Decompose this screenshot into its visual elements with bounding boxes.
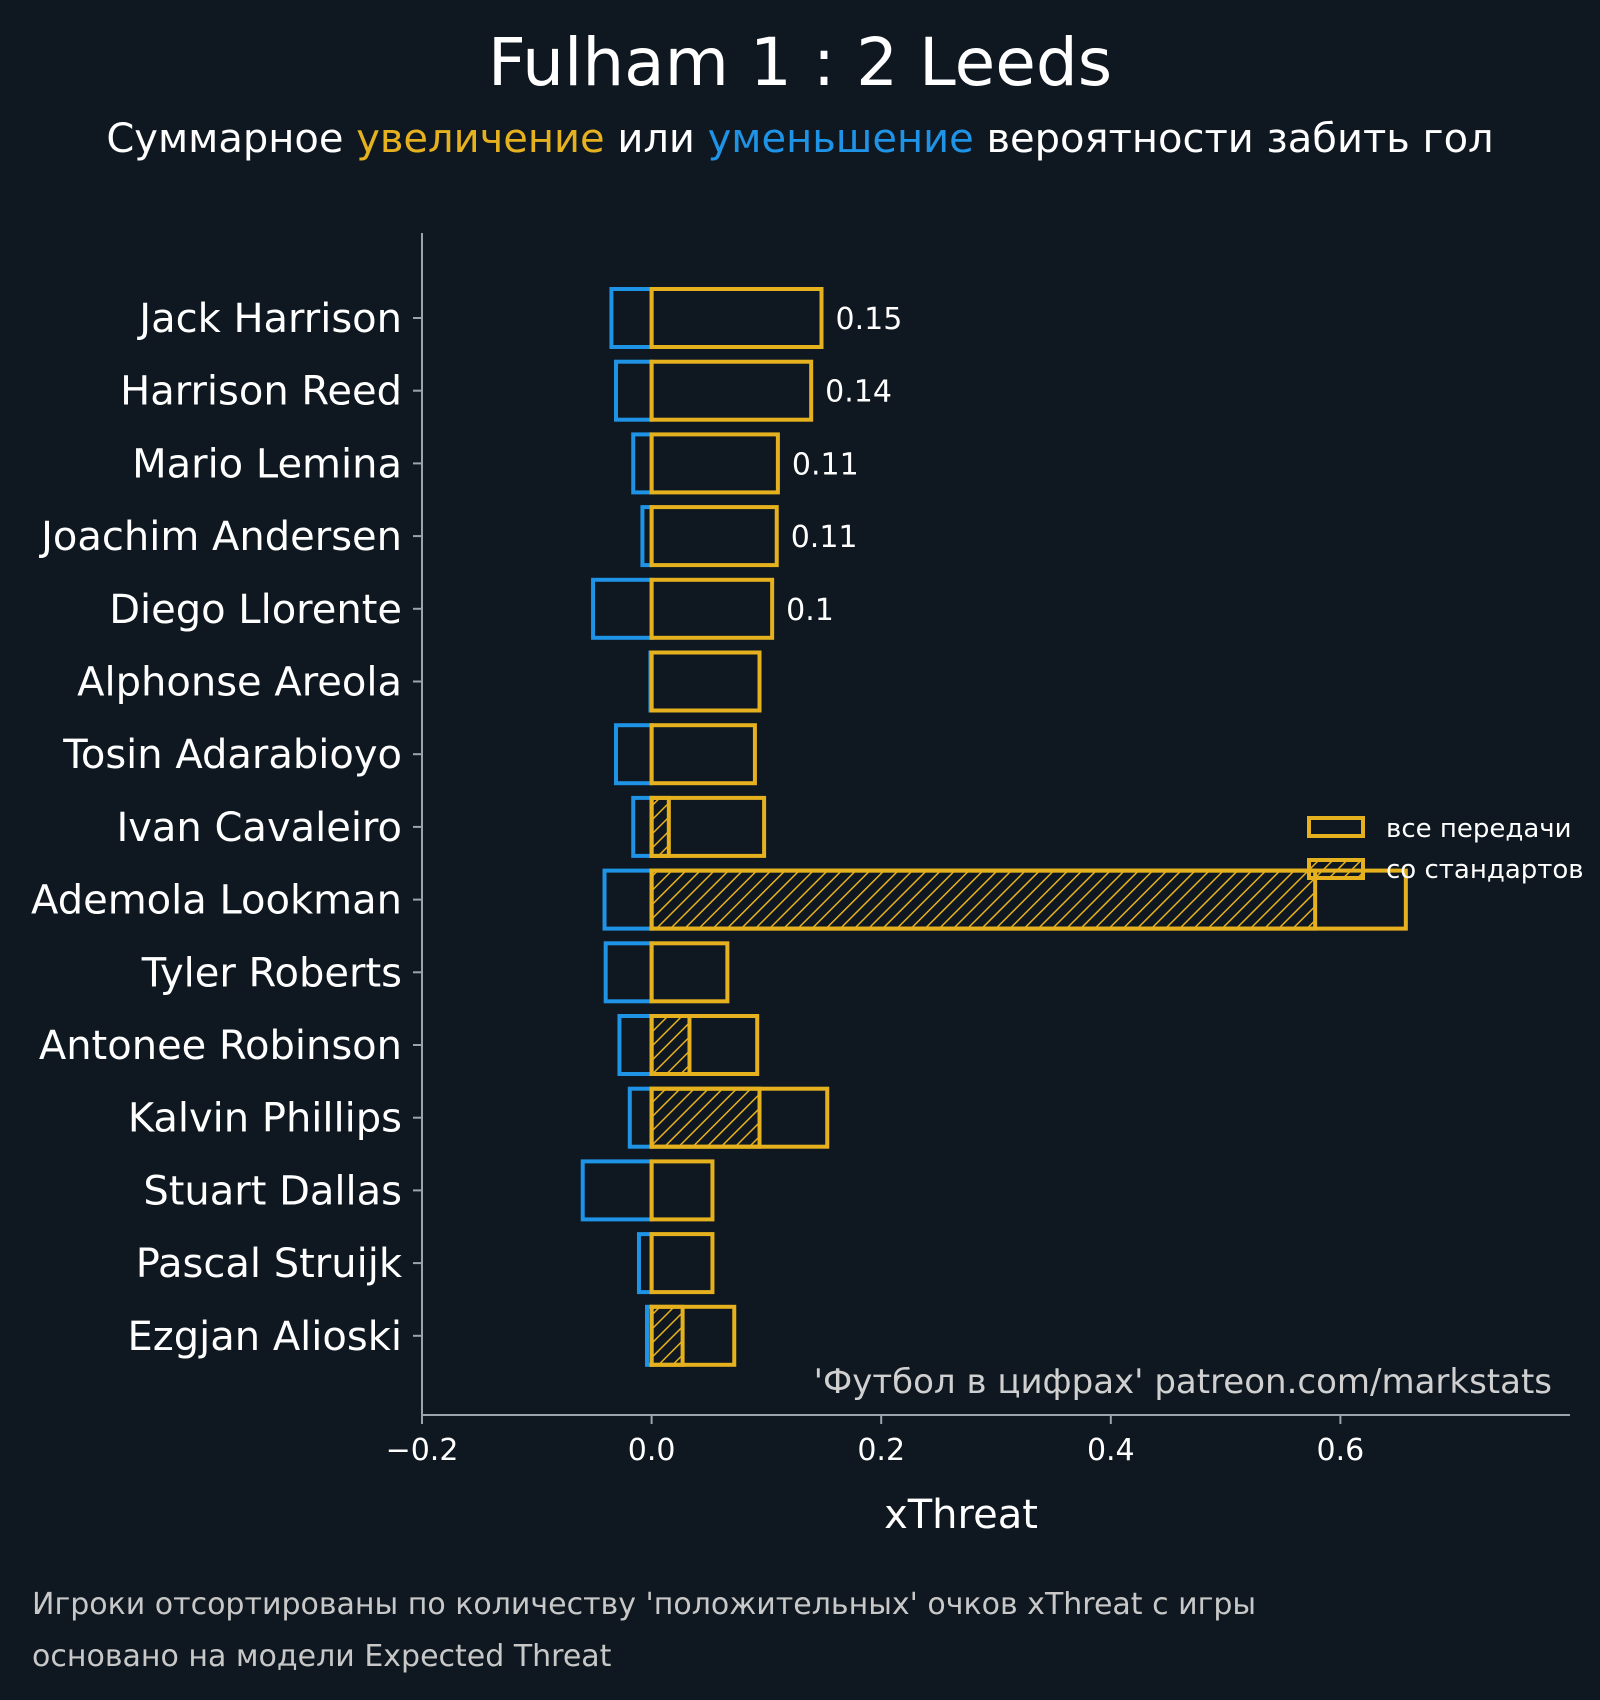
- player-label: Diego Llorente: [109, 587, 402, 633]
- subtitle-part-1: Суммарное: [106, 116, 356, 162]
- bar-decrease: [631, 795, 654, 858]
- bar-decrease: [609, 287, 654, 349]
- bar-decrease: [603, 941, 654, 1004]
- bar-all-passes: [649, 941, 730, 1004]
- x-tick-label: −0.2: [386, 1433, 459, 1468]
- bar-set-pieces: [649, 795, 671, 858]
- player-label: Jack Harrison: [136, 296, 402, 342]
- bar-value-label: 0.15: [836, 302, 903, 337]
- bar-all-passes: [649, 723, 757, 786]
- player-label: Alphonse Areola: [77, 660, 402, 706]
- bar-set-pieces: [649, 1014, 692, 1076]
- bar-decrease: [614, 359, 654, 422]
- player-label: Antonee Robinson: [39, 1023, 402, 1069]
- legend-swatch-all-passes: [1307, 816, 1365, 838]
- player-label: Ezgjan Alioski: [127, 1314, 402, 1360]
- player-label: Ivan Cavaleiro: [116, 805, 402, 851]
- footnote-line-1: Игроки отсортированы по количеству 'поло…: [32, 1587, 1256, 1622]
- player-label: Tosin Adarabioyo: [62, 732, 402, 778]
- subtitle-part-3: вероятности забить гол: [974, 116, 1494, 162]
- subtitle-part-2: или: [605, 116, 708, 162]
- player-label: Joachim Andersen: [38, 514, 402, 560]
- bar-all-passes: [649, 650, 762, 713]
- bar-decrease: [591, 577, 654, 640]
- player-label: Pascal Struijk: [136, 1241, 403, 1287]
- bar-value-label: 0.11: [792, 447, 859, 482]
- bar-decrease: [614, 723, 654, 786]
- bar-value-label: 0.14: [825, 375, 892, 410]
- bar-set-pieces: [649, 868, 1318, 931]
- subtitle-decrease-word: уменьшение: [708, 116, 974, 162]
- bar-all-passes: [649, 1232, 715, 1295]
- player-label: Ademola Lookman: [31, 878, 402, 924]
- plot-area: −0.2 0.0 0.2 0.4 0.6 Jack Harrison 0.15 Harriso…: [31, 233, 1570, 1468]
- bar-value-label: 0.11: [791, 520, 858, 555]
- bar-all-passes: [649, 1304, 737, 1367]
- bar-all-passes: [649, 505, 779, 568]
- x-axis-label: xThreat: [884, 1492, 1038, 1538]
- bar-all-passes: [649, 359, 814, 422]
- legend-label-all-passes: все передачи: [1386, 814, 1572, 844]
- bar-decrease: [602, 868, 654, 931]
- bar-decrease: [617, 1014, 654, 1076]
- chart-subtitle: Суммарное увеличение или уменьшение веро…: [106, 116, 1493, 162]
- x-tick-label: 0.2: [857, 1433, 905, 1468]
- bar-all-passes: [649, 1159, 715, 1222]
- bar-decrease: [580, 1159, 654, 1222]
- legend-label-set-pieces: со стандартов: [1386, 855, 1584, 885]
- x-tick-label: 0.0: [628, 1433, 676, 1468]
- bar-all-passes: [649, 795, 767, 858]
- player-label: Stuart Dallas: [143, 1168, 402, 1214]
- subtitle-increase-word: увеличение: [356, 116, 604, 162]
- bar-decrease: [631, 432, 654, 495]
- chart-title: Fulham 1 : 2 Leeds: [488, 24, 1112, 101]
- bar-all-passes: [649, 868, 1408, 931]
- player-label: Mario Lemina: [132, 441, 402, 487]
- bar-all-passes: [649, 287, 824, 349]
- bar-all-passes: [649, 432, 780, 495]
- player-label: Tyler Roberts: [141, 950, 402, 996]
- player-label: Kalvin Phillips: [128, 1096, 402, 1142]
- footnote-line-2: основано на модели Expected Threat: [32, 1639, 612, 1674]
- bar-all-passes: [649, 577, 775, 640]
- x-tick-label: 0.6: [1317, 1433, 1365, 1468]
- x-tick-label: 0.4: [1087, 1433, 1135, 1468]
- bar-all-passes: [649, 1086, 830, 1149]
- bar-set-pieces: [649, 1304, 685, 1367]
- bar-all-passes: [649, 1014, 760, 1076]
- bar-decrease: [627, 1086, 654, 1149]
- legend-swatch-set-pieces: [1307, 858, 1365, 880]
- legend: все передачи со стандартов: [1307, 814, 1584, 885]
- bar-value-label: 0.1: [786, 593, 834, 628]
- credit-text: 'Футбол в цифрах' patreon.com/markstats: [814, 1362, 1552, 1402]
- bar-set-pieces: [649, 1086, 762, 1149]
- player-label: Harrison Reed: [120, 369, 402, 415]
